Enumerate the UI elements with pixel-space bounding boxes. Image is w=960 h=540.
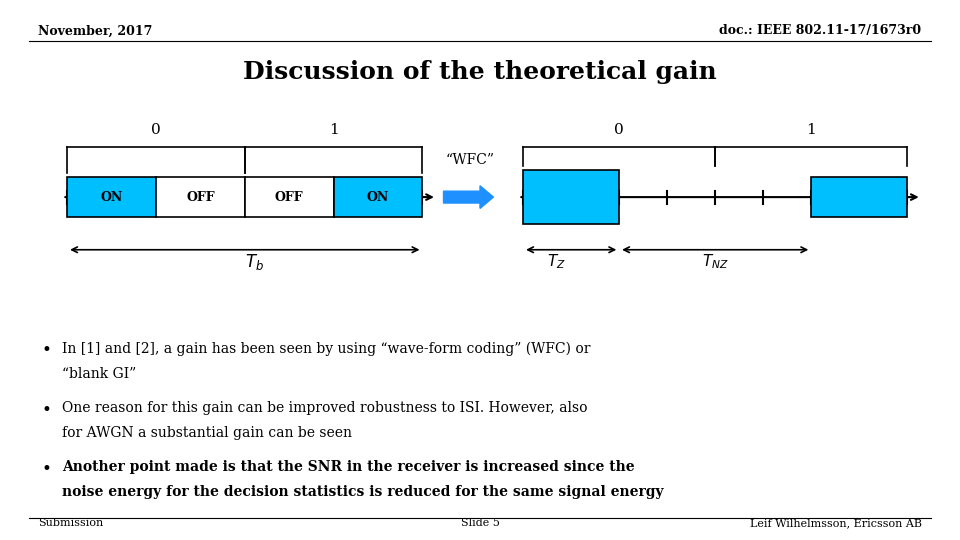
- Text: November, 2017: November, 2017: [38, 24, 153, 37]
- Text: Another point made is that the SNR in the receiver is increased since the: Another point made is that the SNR in th…: [62, 460, 635, 474]
- Text: 1: 1: [806, 124, 816, 137]
- Text: One reason for this gain can be improved robustness to ISI. However, also: One reason for this gain can be improved…: [62, 401, 588, 415]
- Text: for AWGN a substantial gain can be seen: for AWGN a substantial gain can be seen: [62, 426, 352, 440]
- Text: 0: 0: [614, 124, 624, 137]
- Text: •: •: [41, 341, 51, 359]
- Text: 1: 1: [328, 124, 339, 137]
- Text: OFF: OFF: [186, 191, 215, 204]
- Text: doc.: IEEE 802.11-17/1673r0: doc.: IEEE 802.11-17/1673r0: [719, 24, 922, 37]
- Text: •: •: [41, 401, 51, 418]
- Text: ON: ON: [101, 191, 123, 204]
- Text: noise energy for the decision statistics is reduced for the same signal energy: noise energy for the decision statistics…: [62, 485, 664, 500]
- Text: Leif Wilhelmsson, Ericsson AB: Leif Wilhelmsson, Ericsson AB: [750, 518, 922, 528]
- Text: $T_{NZ}$: $T_{NZ}$: [702, 252, 729, 271]
- Text: ON: ON: [367, 191, 389, 204]
- Text: “WFC”: “WFC”: [445, 153, 495, 167]
- Text: $T_b$: $T_b$: [245, 252, 264, 272]
- Text: “blank GI”: “blank GI”: [62, 367, 136, 381]
- Text: OFF: OFF: [275, 191, 303, 204]
- Text: 0: 0: [151, 124, 161, 137]
- Text: $T_Z$: $T_Z$: [547, 252, 566, 271]
- Text: •: •: [41, 460, 51, 478]
- Text: Submission: Submission: [38, 518, 104, 528]
- Text: Slide 5: Slide 5: [461, 518, 499, 528]
- Text: Discussion of the theoretical gain: Discussion of the theoretical gain: [243, 60, 717, 84]
- Text: In [1] and [2], a gain has been seen by using “wave-form coding” (WFC) or: In [1] and [2], a gain has been seen by …: [62, 341, 591, 356]
